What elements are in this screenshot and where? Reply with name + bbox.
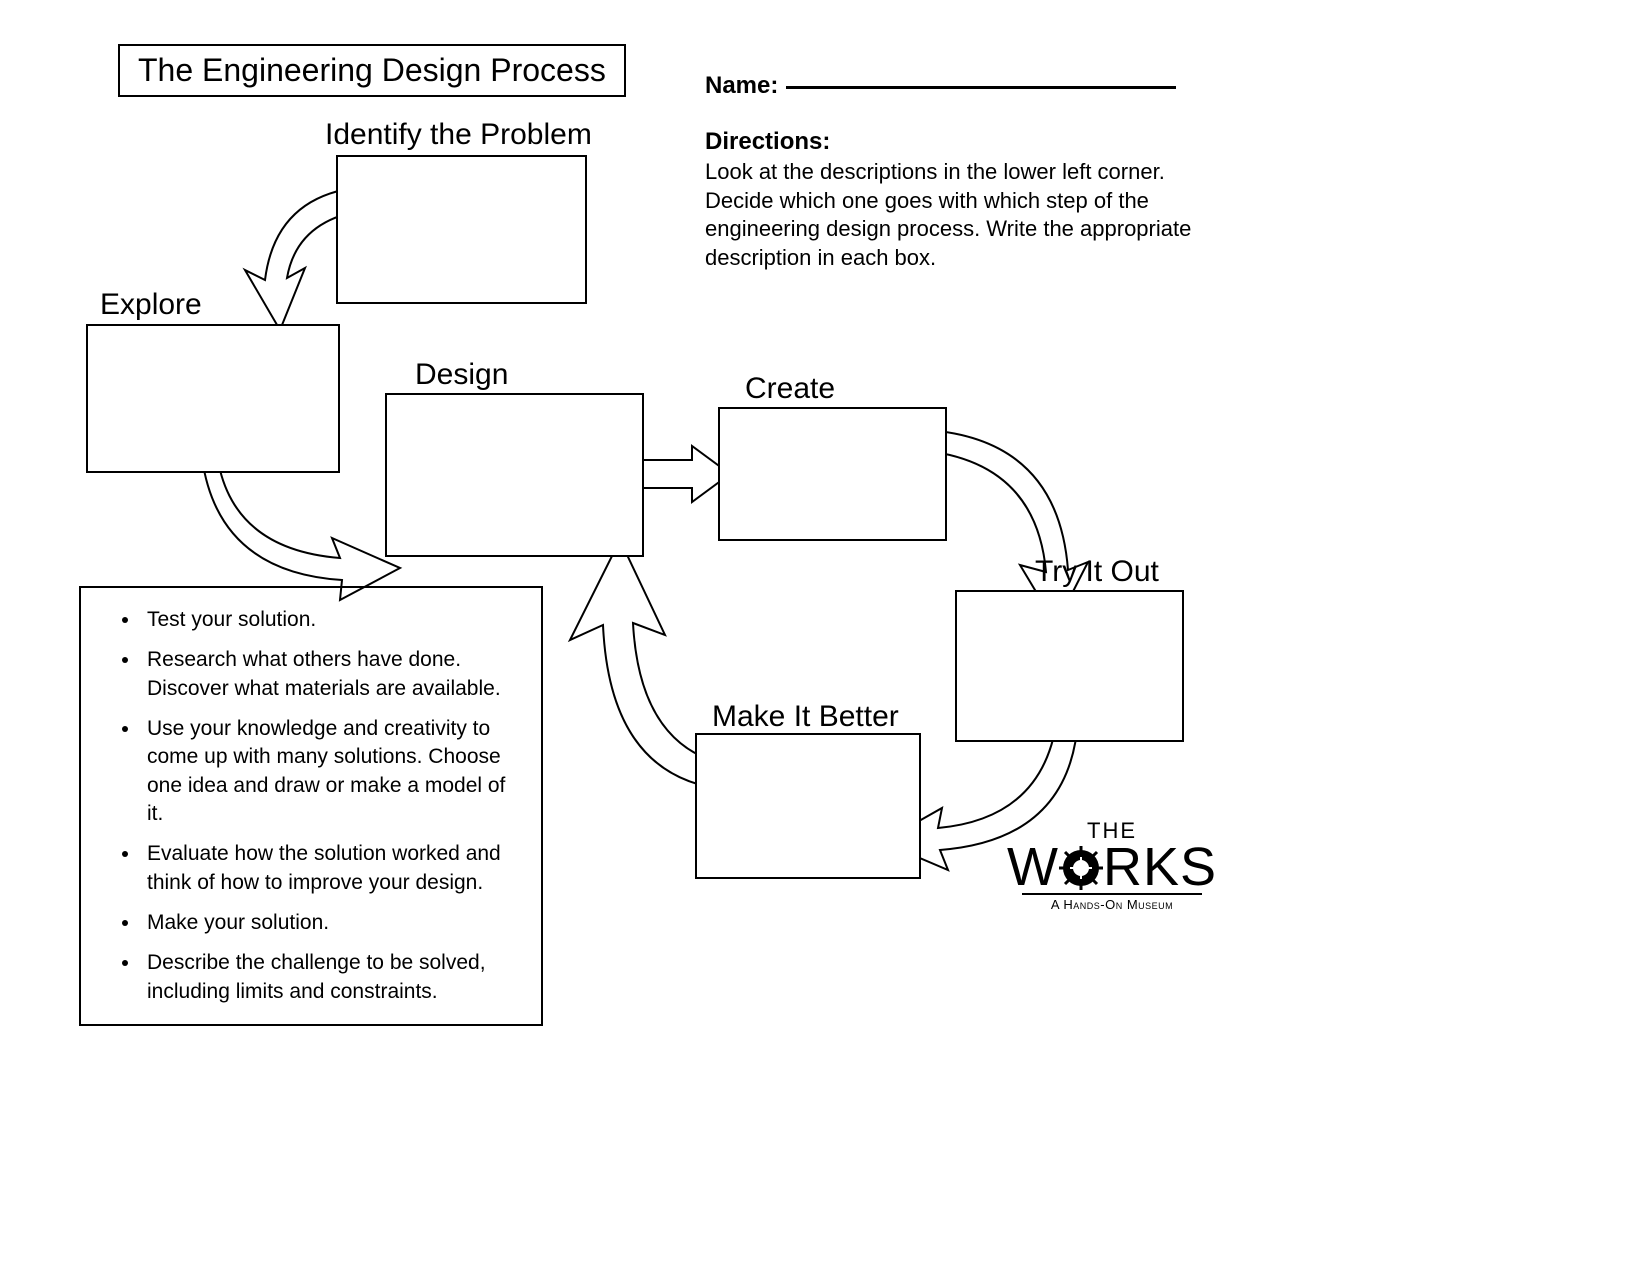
step-label-tryitout: Try It Out [1035,555,1159,589]
logo-brand: W [1022,842,1202,893]
description-item: Evaluate how the solution worked and thi… [141,840,521,897]
step-box-create[interactable] [718,407,947,541]
directions-body: Look at the descriptions in the lower le… [705,158,1195,272]
worksheet-canvas: The Engineering Design Process Name: Dir… [0,0,1651,1275]
description-item: Make your solution. [141,909,521,937]
description-item: Use your knowledge and creativity to com… [141,715,521,828]
name-label-text: Name: [705,72,778,99]
step-box-identify[interactable] [336,155,587,304]
directions-heading: Directions: [705,128,830,156]
works-logo: THE W [1022,820,1202,912]
gear-icon [1059,846,1103,890]
name-blank-line[interactable] [786,86,1176,89]
step-label-explore: Explore [100,288,202,322]
step-box-explore[interactable] [86,324,340,473]
step-box-tryitout[interactable] [955,590,1184,742]
description-item: Describe the challenge to be solved, inc… [141,949,521,1006]
step-label-design: Design [415,358,508,392]
logo-brand-pre: W [1007,842,1059,893]
description-item: Test your solution. [141,606,521,634]
logo-brand-post: RKS [1103,842,1217,893]
step-label-identify: Identify the Problem [325,118,592,152]
name-field[interactable]: Name: [705,72,1176,100]
worksheet-title: The Engineering Design Process [118,44,626,97]
descriptions-box: Test your solution. Research what others… [79,586,543,1026]
descriptions-list: Test your solution. Research what others… [91,606,521,1006]
step-label-makeitbetter: Make It Better [712,700,899,734]
step-label-create: Create [745,372,835,406]
description-item: Research what others have done. Discover… [141,646,521,703]
step-box-design[interactable] [385,393,644,557]
step-box-makeitbetter[interactable] [695,733,921,879]
